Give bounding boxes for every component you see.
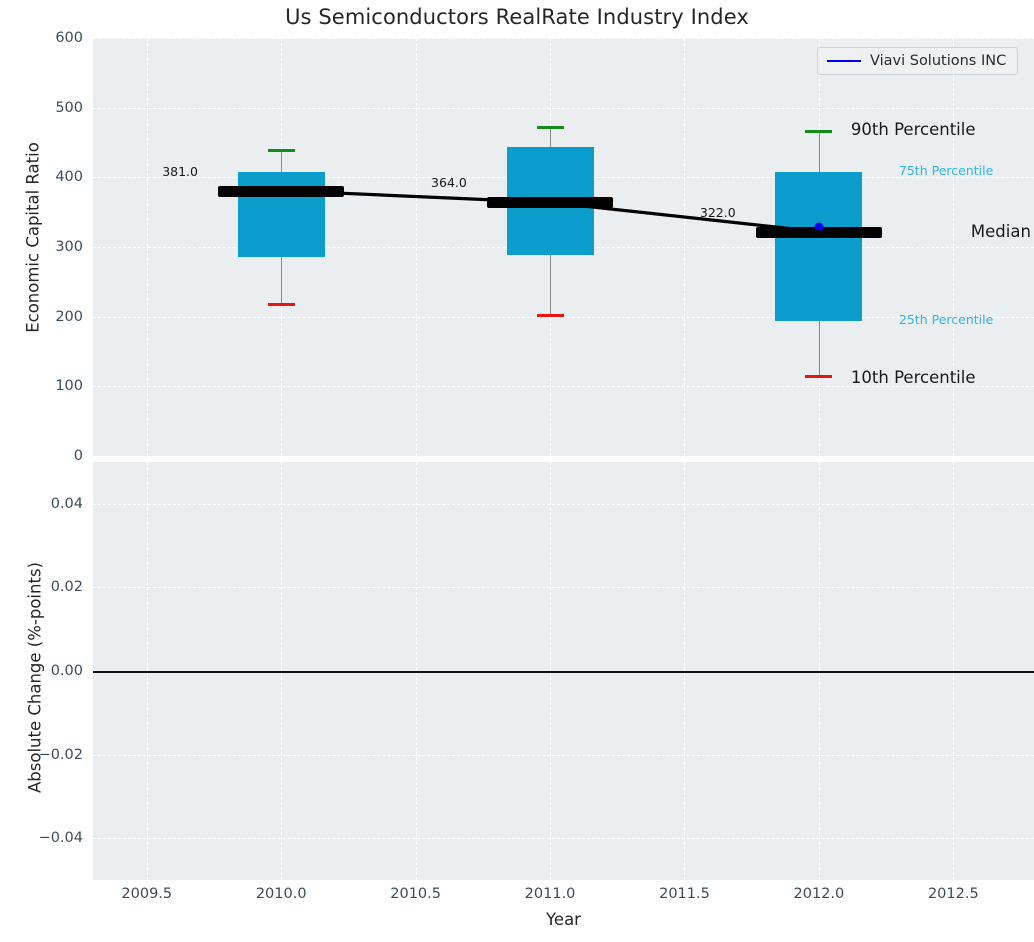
x-tick-label: 2010.0: [255, 886, 307, 902]
cap-p10: [536, 313, 564, 317]
cap-p90: [805, 129, 833, 133]
annotation-p75: 75th Percentile: [898, 162, 994, 178]
x-tick-label: 2012.5: [927, 886, 979, 902]
y-tick-label-top: 300: [55, 239, 83, 255]
gridline-h-top: [93, 386, 1034, 388]
legend[interactable]: Viavi Solutions INC: [817, 47, 1019, 75]
y-axis-label-bottom: Absolute Change (%-points): [25, 562, 45, 793]
annotation-p25: 25th Percentile: [898, 311, 994, 327]
x-axis-label: Year: [546, 910, 581, 929]
y-tick-label-top: 600: [55, 30, 83, 46]
gridline-v-top: [146, 38, 148, 456]
gridline-h-bottom: [93, 754, 1034, 756]
gridline-v-top: [415, 38, 417, 456]
cap-p90: [267, 148, 295, 152]
cap-p10: [805, 375, 833, 379]
gridline-h-top: [93, 316, 1034, 318]
median-value-label: 364.0: [431, 175, 467, 191]
x-tick-label: 2009.5: [121, 886, 173, 902]
gridline-v-top: [684, 38, 686, 456]
x-tick-label: 2012.0: [793, 886, 845, 902]
bottom-plot-panel: [93, 462, 1034, 880]
median-bar: [487, 197, 614, 209]
y-tick-label-top: 400: [55, 169, 83, 186]
y-tick-label-top: 500: [55, 99, 83, 116]
x-tick-label: 2010.5: [390, 886, 441, 902]
gridline-h-bottom: [93, 838, 1034, 840]
zero-reference-line: [93, 671, 1034, 673]
box-iqr: [237, 171, 325, 257]
top-plot-panel: 381.0 364.0 322.0 90th Percentile 75th Perce…: [93, 38, 1034, 456]
gridline-h-bottom: [93, 587, 1034, 589]
legend-line-icon: [827, 60, 861, 62]
box-iqr: [775, 171, 863, 321]
annotation-p10: 10th Percentile: [850, 368, 976, 388]
annotation-median: Median: [970, 221, 1031, 241]
cap-p90: [536, 125, 564, 129]
cap-p10: [267, 302, 295, 306]
gridline-h-bottom: [93, 503, 1034, 505]
x-tick-label: 2011.0: [524, 886, 576, 902]
median-bar: [218, 185, 345, 197]
y-tick-label-bottom: −0.02: [38, 746, 83, 763]
y-tick-label-top: 0: [73, 448, 83, 464]
y-tick-label-bottom: 0.02: [50, 579, 83, 596]
legend-label-viavi: Viavi Solutions INC: [870, 53, 1007, 69]
y-tick-label-bottom: −0.04: [38, 830, 83, 847]
x-tick-label: 2011.5: [659, 886, 710, 902]
median-value-label: 322.0: [699, 204, 736, 220]
y-axis-label-top: Economic Capital Ratio: [23, 142, 43, 333]
y-tick-label-bottom: 0.04: [50, 495, 83, 512]
y-tick-label-bottom: 0.00: [50, 663, 83, 679]
company-data-point[interactable]: [814, 222, 824, 232]
y-tick-label-top: 100: [55, 378, 83, 395]
chart-title: Us Semiconductors RealRate Industry Inde…: [285, 5, 749, 29]
gridline-v-top: [953, 38, 955, 456]
annotation-p90: 90th Percentile: [850, 119, 976, 139]
gridline-h-top: [93, 107, 1034, 109]
median-value-label: 381.0: [162, 163, 198, 179]
gridline-h-top: [93, 38, 1034, 39]
y-tick-label-top: 200: [55, 308, 83, 325]
